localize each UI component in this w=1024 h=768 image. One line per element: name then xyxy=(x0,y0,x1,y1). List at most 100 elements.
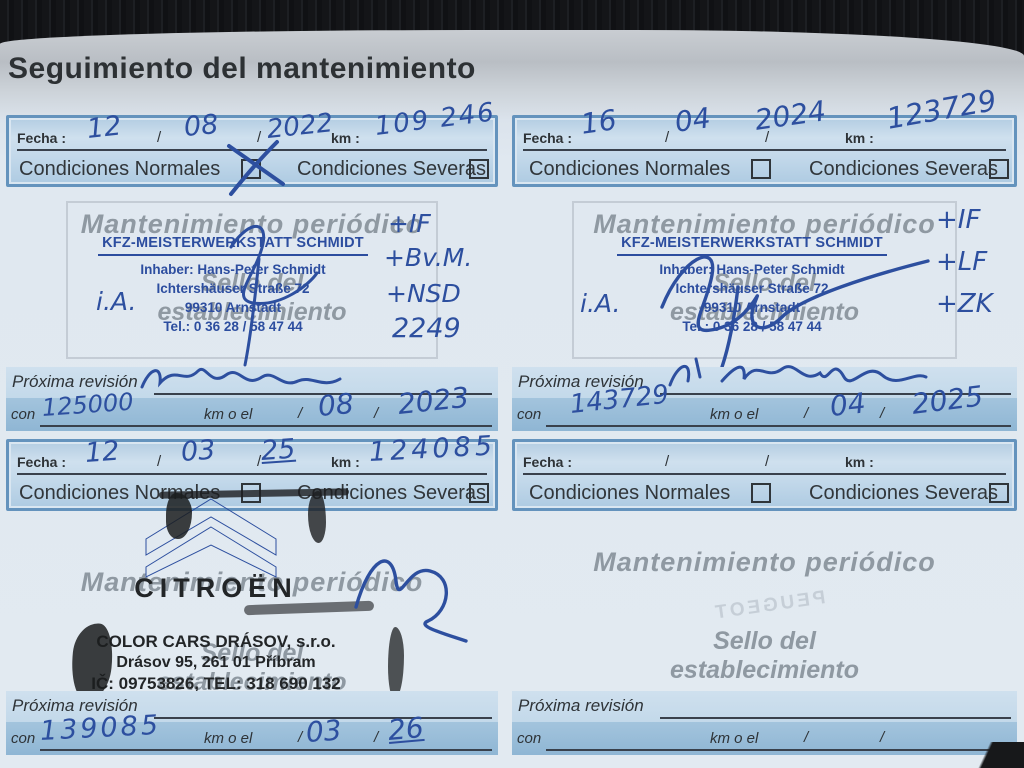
date-separator: / xyxy=(765,129,770,146)
checkbox-normales xyxy=(751,483,771,503)
proxima-label: Próxima revisión xyxy=(12,696,138,715)
service-note: +LF xyxy=(936,247,988,277)
service-block-bottom-left: Fecha : / / km : 12 03 25 124085 Condici… xyxy=(6,430,498,756)
ia-handwriting: i.A. xyxy=(580,289,621,318)
service-block-bottom-right: Fecha : / / km : Condiciones Normales Co… xyxy=(512,437,1017,756)
stamp-area: Mantenimiento periódico Sello del establ… xyxy=(6,187,498,367)
writing-line xyxy=(17,149,487,151)
km-o-el-label: km o el xyxy=(204,406,253,423)
date-separator: / xyxy=(804,729,809,746)
next-year-value: 2025 xyxy=(909,379,985,421)
ghost-title: Mantenimiento periódico xyxy=(80,209,424,239)
ghost-mirrored-print: PEUGEOT xyxy=(711,587,827,624)
block-header: Fecha : / / km : Condiciones Normales Co… xyxy=(512,439,1017,511)
stamp-line: Ichtershäuser Straße 72 xyxy=(675,281,829,296)
ink-smudge xyxy=(166,493,192,539)
fecha-month-value: 03 xyxy=(179,434,217,468)
con-row: con 143729 km o el / / 04 2025 xyxy=(512,379,1017,431)
workshop-stamp-schmidt: KFZ-MEISTERWERKSTATT SCHMIDT Inhaber: Ha… xyxy=(617,235,887,336)
fecha-day-value: 16 xyxy=(578,103,619,141)
photo-background-corner xyxy=(934,742,1024,768)
condiciones-normales-label: Condiciones Normales xyxy=(19,158,221,180)
signature-scrawl xyxy=(660,255,930,369)
fecha-year-value: 25 xyxy=(259,433,297,467)
km-label: km : xyxy=(331,130,360,146)
signature-scrawl xyxy=(140,367,342,389)
condiciones-severas-label: Condiciones Severas xyxy=(809,482,998,504)
condiciones-normales-label: Condiciones Normales xyxy=(529,482,731,504)
sello-frame xyxy=(572,201,957,359)
ia-handwriting: i.A. xyxy=(96,287,137,316)
date-separator: / xyxy=(804,405,809,422)
km-o-el-label: km o el xyxy=(204,730,253,747)
service-note: +NSD xyxy=(386,279,461,308)
stamp-area: Mantenimiento periódico Sello del establ… xyxy=(6,491,498,703)
stamp-line: COLOR CARS DRÁSOV, s.r.o. xyxy=(96,632,336,651)
fecha-label: Fecha : xyxy=(17,130,67,146)
next-km-value: 139085 xyxy=(39,709,162,747)
service-note: +ZK xyxy=(936,289,993,319)
block-header: Fecha : / / km : 12 03 25 124085 Condici… xyxy=(6,430,498,511)
writing-line xyxy=(523,149,1006,151)
writing-line xyxy=(523,473,1006,475)
service-block-top-right: Fecha : / / km : 16 04 2024 123729 Condi… xyxy=(512,83,1017,432)
km-o-el-label: km o el xyxy=(710,406,759,423)
condiciones-severas-label: Condiciones Severas xyxy=(297,158,486,180)
proxima-label: Próxima revisión xyxy=(12,372,138,391)
stamp-line: KFZ-MEISTERWERKSTATT SCHMIDT xyxy=(617,235,887,256)
km-value: 124085 xyxy=(368,430,497,468)
next-km-value: 125000 xyxy=(41,387,135,422)
proxima-row: Próxima revisión xyxy=(512,691,1017,722)
date-separator: / xyxy=(157,129,162,146)
date-separator: / xyxy=(880,405,885,422)
proxima-label: Próxima revisión xyxy=(518,372,644,391)
next-year-value: 2023 xyxy=(396,380,471,421)
writing-line xyxy=(546,749,1011,751)
signature-scrawl xyxy=(229,225,319,367)
fecha-label: Fecha : xyxy=(523,454,573,470)
fecha-label: Fecha : xyxy=(523,130,573,146)
ink-smudge xyxy=(388,627,404,699)
proxima-row: Próxima revisión xyxy=(6,367,498,398)
date-separator: / xyxy=(157,453,162,470)
writing-line xyxy=(660,393,1011,395)
ghost-title: Mantenimiento periódico xyxy=(593,547,936,577)
writing-line xyxy=(17,473,487,475)
service-note: +IF xyxy=(388,209,431,238)
signature-scrawl xyxy=(354,559,468,643)
date-separator: / xyxy=(298,405,303,422)
signature-scrawl xyxy=(668,357,928,387)
stamp-line: Inhaber: Hans-Peter Schmidt xyxy=(140,262,326,277)
fecha-year-value: 2024 xyxy=(752,94,828,137)
writing-line xyxy=(546,425,1011,427)
date-separator: / xyxy=(374,405,379,422)
date-separator: / xyxy=(880,729,885,746)
con-row: con km o el / / xyxy=(512,722,1017,755)
writing-line xyxy=(154,717,492,719)
stamp-area: Mantenimiento periódico Sello del establ… xyxy=(512,187,1017,369)
stamp-line: IČ: 09753826, TEL: 318 690 132 xyxy=(91,674,341,693)
km-value: 109 246 xyxy=(373,97,498,142)
service-block-top-left: Fecha : / / km : 12 08 2022 109 246 Cond… xyxy=(6,97,498,432)
fecha-month-value: 08 xyxy=(182,109,220,143)
km-label: km : xyxy=(331,454,360,470)
checkbox-severas xyxy=(989,159,1009,179)
block-header: Fecha : / / km : 16 04 2024 123729 Condi… xyxy=(512,83,1017,187)
proxima-label: Próxima revisión xyxy=(518,696,644,715)
date-separator: / xyxy=(765,453,770,470)
proxima-row: Próxima revisión xyxy=(6,691,498,722)
ghost-sello: Sello del establecimiento xyxy=(670,627,859,684)
citroen-chevrons-icon xyxy=(145,498,277,578)
ink-smudge xyxy=(308,491,326,543)
con-label: con xyxy=(517,730,542,747)
writing-line xyxy=(154,393,492,395)
stamp-line: Ichtershäuser Straße 72 xyxy=(156,281,310,296)
checkbox-severas xyxy=(469,483,489,503)
stamp-line: Drásov 95, 261 01 Příbram xyxy=(116,654,316,671)
block-header: Fecha : / / km : 12 08 2022 109 246 Cond… xyxy=(6,97,498,196)
km-o-el-label: km o el xyxy=(710,730,759,747)
workshop-stamp-schmidt: KFZ-MEISTERWERKSTATT SCHMIDT Inhaber: Ha… xyxy=(98,235,368,336)
con-label: con xyxy=(11,406,36,423)
page-title: Seguimiento del mantenimiento xyxy=(8,52,476,85)
service-note: +Bv.M. xyxy=(384,243,473,272)
